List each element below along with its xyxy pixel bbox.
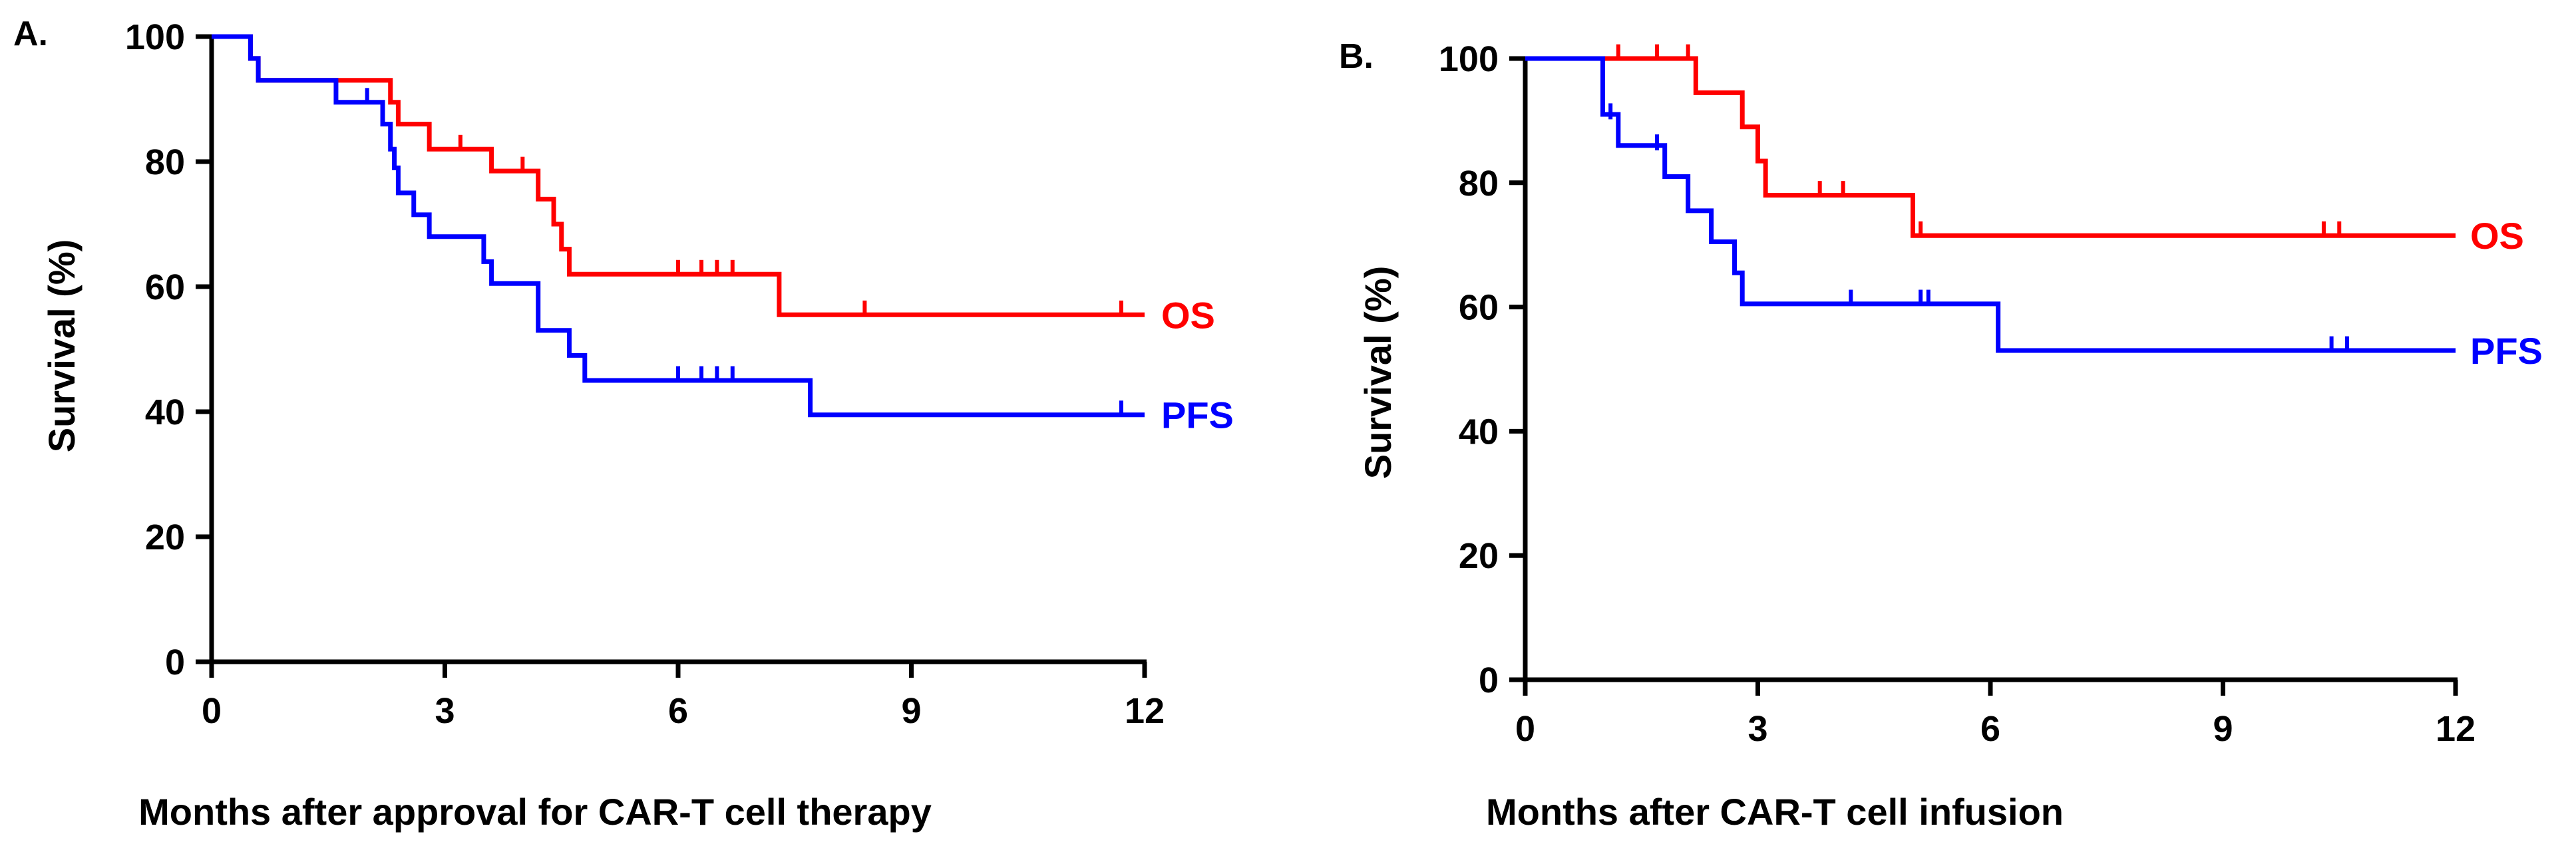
panel-b-axes: 0 20 40 60 80 100 0 3 6 9 12 bbox=[1439, 39, 2476, 749]
panel-b-y-tick-label: 60 bbox=[1459, 288, 1499, 328]
panel-b-x-tick-label: 6 bbox=[1980, 709, 2000, 749]
panel-a-pfs-curve bbox=[212, 34, 1145, 418]
panel-a-x-tick-label: 12 bbox=[1125, 691, 1165, 731]
panel-a-x-tick-label: 6 bbox=[668, 691, 688, 731]
panel-b-y-axis-title: Survival (%) bbox=[1357, 266, 1399, 480]
panel-b-os-label: OS bbox=[2470, 215, 2524, 257]
panel-a-y-tick-label: 0 bbox=[165, 642, 185, 682]
panel-b-y-tick-label: 20 bbox=[1459, 536, 1499, 576]
panel-b-y-tick-label: 100 bbox=[1439, 39, 1499, 79]
panel-b: B. Survival (%) Months after CAR-T cell … bbox=[1339, 37, 2543, 833]
panel-b-pfs-label: PFS bbox=[2470, 330, 2543, 372]
panel-a-x-tick-label: 9 bbox=[901, 691, 921, 731]
panel-b-y-tick-label: 40 bbox=[1459, 412, 1499, 452]
panel-b-x-tick-label: 3 bbox=[1748, 709, 1767, 749]
panel-b-y-tick-label: 0 bbox=[1479, 660, 1499, 700]
panel-b-x-axis-title: Months after CAR-T cell infusion bbox=[1486, 791, 2064, 833]
panel-a-y-ticks: 0 20 40 60 80 100 bbox=[125, 17, 212, 682]
panel-a: A. Survival (%) Months after approval fo… bbox=[13, 15, 1234, 833]
panel-a-series: OS PFS bbox=[212, 34, 1234, 436]
panel-b-x-tick-label: 0 bbox=[1515, 709, 1535, 749]
panel-a-os-label: OS bbox=[1161, 294, 1215, 336]
panel-b-label: B. bbox=[1339, 37, 1374, 76]
panel-b-pfs-curve bbox=[1525, 56, 2456, 353]
panel-a-x-ticks: 0 3 6 9 12 bbox=[202, 662, 1165, 731]
panel-a-x-tick-label: 0 bbox=[202, 691, 222, 731]
panel-a-pfs-label: PFS bbox=[1161, 394, 1234, 436]
panel-a-y-tick-label: 100 bbox=[125, 17, 185, 57]
panel-a-y-tick-label: 80 bbox=[145, 142, 185, 182]
panel-b-y-ticks: 0 20 40 60 80 100 bbox=[1439, 39, 1525, 700]
panel-b-os-curve bbox=[1525, 56, 2456, 238]
panel-a-x-tick-label: 3 bbox=[435, 691, 455, 731]
panel-a-y-axis-title: Survival (%) bbox=[41, 239, 83, 453]
panel-a-x-axis-title: Months after approval for CAR-T cell the… bbox=[138, 791, 932, 833]
panel-b-x-tick-label: 9 bbox=[2213, 709, 2233, 749]
panel-b-x-tick-label: 12 bbox=[2436, 709, 2476, 749]
panel-b-x-ticks: 0 3 6 9 12 bbox=[1515, 680, 2476, 749]
panel-b-series: OS PFS bbox=[1525, 44, 2543, 372]
panel-a-label: A. bbox=[13, 15, 48, 53]
panel-a-y-tick-label: 60 bbox=[145, 267, 185, 307]
panel-b-y-tick-label: 80 bbox=[1459, 164, 1499, 204]
panel-a-y-tick-label: 40 bbox=[145, 392, 185, 432]
panel-a-axes: 0 20 40 60 80 100 0 3 6 9 12 bbox=[125, 17, 1165, 731]
panel-a-y-tick-label: 20 bbox=[145, 517, 185, 557]
